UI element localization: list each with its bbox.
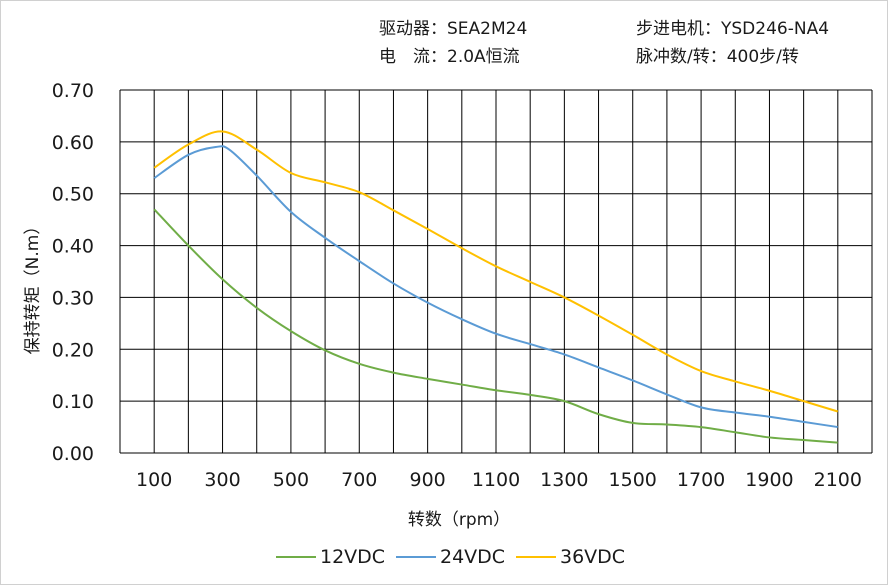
x-tick-labels: 100 300 500 700 900 1100 1300 1500 1700 1900 2100 xyxy=(136,469,862,491)
x-tick-label: 500 xyxy=(273,469,309,491)
current-label: 电 流：2.0A恒流 xyxy=(379,47,520,67)
legend-item-12vdc: 12VDC xyxy=(276,542,385,572)
legend-label-36vdc: 36VDC xyxy=(560,546,626,568)
motor-label: 步进电机：YSD246-NA4 xyxy=(636,19,830,39)
legend-item-24vdc: 24VDC xyxy=(396,542,505,572)
y-tick-label: 0.70 xyxy=(52,80,94,102)
legend-label-24vdc: 24VDC xyxy=(440,546,506,568)
legend-label-12vdc: 12VDC xyxy=(320,546,386,568)
y-tick-label: 0.00 xyxy=(52,443,94,465)
x-tick-label: 1500 xyxy=(609,469,657,491)
y-tick-label: 0.60 xyxy=(52,132,94,154)
series-line-12vdc xyxy=(153,208,838,444)
legend-item-36vdc: 36VDC xyxy=(516,542,625,572)
x-tick-label: 300 xyxy=(204,469,240,491)
legend-swatch-36vdc xyxy=(516,556,556,558)
x-axis-label: 转数（rpm） xyxy=(408,510,510,530)
x-tick-label: 1900 xyxy=(745,469,793,491)
x-tick-label: 900 xyxy=(410,469,446,491)
x-tick-label: 1700 xyxy=(677,469,725,491)
legend-swatch-24vdc xyxy=(396,556,436,558)
y-tick-label: 0.10 xyxy=(52,391,94,413)
x-tick-label: 1100 xyxy=(472,469,520,491)
chart-grid xyxy=(119,89,873,454)
pulse-label: 脉冲数/转：400步/转 xyxy=(636,47,799,67)
x-tick-label: 100 xyxy=(136,469,172,491)
y-tick-label: 0.20 xyxy=(52,339,94,361)
x-tick-label: 2100 xyxy=(814,469,862,491)
y-axis-label: 保持转矩（N.m） xyxy=(23,218,43,355)
series-lines xyxy=(153,130,839,444)
chart-legend: 12VDC 24VDC 36VDC xyxy=(0,542,888,572)
y-tick-label: 0.50 xyxy=(52,184,94,206)
legend-swatch-12vdc xyxy=(276,556,316,558)
y-tick-label: 0.30 xyxy=(52,287,94,309)
series-line-24vdc xyxy=(153,145,838,429)
driver-label: 驱动器：SEA2M24 xyxy=(379,19,528,39)
y-tick-labels: 0.00 0.10 0.20 0.30 0.40 0.50 0.60 0.70 xyxy=(52,80,94,465)
y-tick-label: 0.40 xyxy=(52,236,94,258)
x-tick-label: 700 xyxy=(341,469,377,491)
series-line-36vdc xyxy=(153,130,839,413)
x-tick-label: 1300 xyxy=(540,469,588,491)
